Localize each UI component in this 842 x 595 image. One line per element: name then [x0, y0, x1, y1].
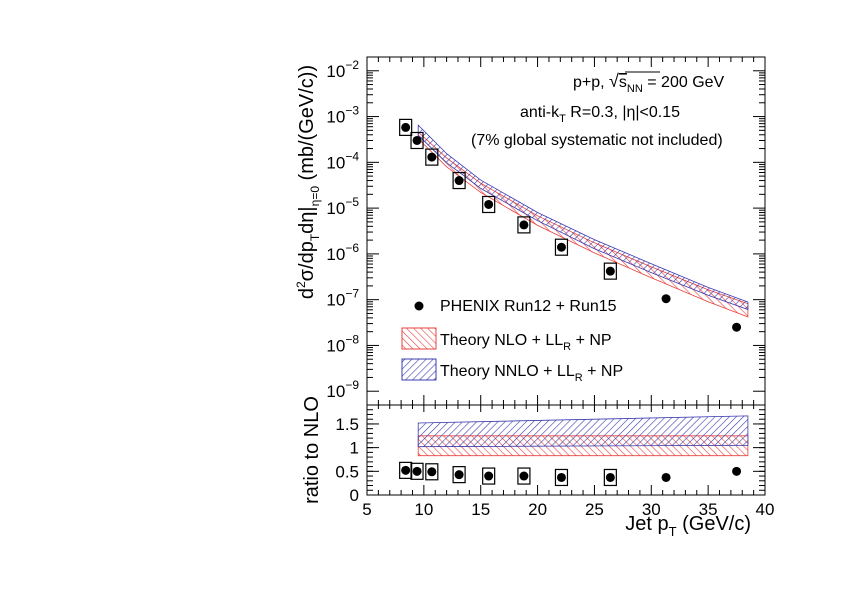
y-tick-label: 10−3 — [326, 104, 359, 127]
ratio-sys-box — [517, 467, 531, 485]
ratio-point — [556, 472, 566, 482]
data-sys-box — [482, 195, 496, 214]
data-point — [412, 135, 422, 145]
ratio-sys-box — [482, 467, 496, 485]
x-tick-label: 25 — [585, 500, 604, 519]
ratio-sys-box — [399, 461, 413, 479]
y-tick-label: 10−7 — [326, 287, 359, 310]
x-tick-label: 15 — [471, 500, 490, 519]
y-tick-label: 10−4 — [326, 149, 359, 172]
x-tick-label: 20 — [528, 500, 547, 519]
data-point — [732, 322, 742, 332]
ratio-axis-ticks: 0 0.5 1 1.5 5 10 15 20 25 30 35 40 — [335, 405, 774, 519]
nnlo-ratio-band — [417, 415, 749, 448]
y-tick-label: 10−9 — [326, 378, 359, 401]
data-point — [519, 220, 529, 230]
ratio-plot-frame — [366, 404, 766, 496]
y-tick-label: 10−6 — [326, 241, 359, 264]
ratio-point — [412, 466, 422, 476]
y-tick-label: 10−8 — [326, 332, 359, 355]
ratio-point — [427, 467, 437, 477]
ratio-sys-box — [410, 462, 424, 480]
legend-data-marker — [414, 301, 424, 311]
ratio-y-tick-label: 1.5 — [335, 415, 359, 434]
data-point — [427, 152, 437, 162]
ratio-sys-box — [554, 468, 569, 487]
ratio-point — [401, 465, 411, 475]
ratio-y-axis-title: ratio to NLO — [301, 396, 323, 504]
annotation-systematic-note: (7% global systematic not included) — [471, 132, 723, 149]
data-points-main — [399, 118, 742, 332]
data-points-ratio — [399, 461, 742, 487]
legend-nnlo-swatch — [401, 358, 437, 381]
annotation-jet-algorithm: anti-kT R=0.3, |η|<0.15 — [520, 104, 680, 125]
data-point — [556, 242, 566, 252]
data-point — [401, 122, 411, 132]
data-sys-box — [452, 171, 466, 190]
x-tick-label: 30 — [642, 500, 661, 519]
legend-nlo-label: Theory NLO + LLR + NP — [440, 332, 612, 353]
ratio-sys-box — [452, 466, 466, 484]
y-tick-label: 10−2 — [326, 58, 359, 81]
x-tick-label: 35 — [699, 500, 718, 519]
theory-bands-main — [417, 124, 749, 318]
data-sys-box — [603, 262, 617, 280]
ratio-point — [519, 471, 529, 481]
x-tick-label: 5 — [362, 500, 371, 519]
nnlo-band — [417, 124, 749, 311]
legend-data-label: PHENIX Run12 + Run15 — [440, 298, 617, 315]
annotation-collision-system: p+p, √sNN = 200 GeV — [573, 71, 725, 95]
ratio-sys-box — [425, 463, 439, 481]
data-sys-box — [425, 148, 439, 166]
ratio-point — [454, 470, 464, 480]
ratio-point — [605, 472, 615, 482]
theory-bands-ratio — [417, 415, 749, 457]
data-sys-box — [410, 131, 424, 150]
data-sys-box — [517, 216, 531, 234]
y-tick-label: 10−5 — [326, 195, 359, 218]
ratio-point — [732, 466, 742, 476]
ratio-point — [661, 472, 671, 482]
ratio-y-tick-label: 0 — [350, 486, 359, 505]
data-point — [484, 199, 494, 209]
main-axis-ticks: 10−9 10−8 10−7 10−6 10−5 10−4 10−3 10−2 — [326, 56, 766, 405]
ratio-point — [484, 471, 494, 481]
ratio-y-tick-label: 0.5 — [335, 462, 359, 481]
ratio-sys-box — [603, 468, 617, 487]
legend-nlo-swatch — [401, 327, 437, 350]
x-axis-title: Jet pT (GeV/c) — [625, 513, 751, 539]
x-tick-label: 10 — [414, 500, 433, 519]
data-point — [661, 294, 671, 304]
legend-nnlo-label: Theory NNLO + LLR + NP — [440, 363, 623, 384]
data-point — [605, 266, 615, 276]
y-axis-title: d2σ/dpTdη|η=0 (mb/(GeV/c)) — [294, 65, 322, 299]
x-tick-label: 40 — [756, 500, 775, 519]
data-sys-box — [554, 238, 569, 256]
legend: PHENIX Run12 + Run15 Theory NLO + LLR + … — [401, 298, 623, 384]
data-sys-box — [399, 118, 413, 136]
data-point — [454, 176, 464, 186]
ratio-y-tick-label: 1 — [350, 439, 359, 458]
